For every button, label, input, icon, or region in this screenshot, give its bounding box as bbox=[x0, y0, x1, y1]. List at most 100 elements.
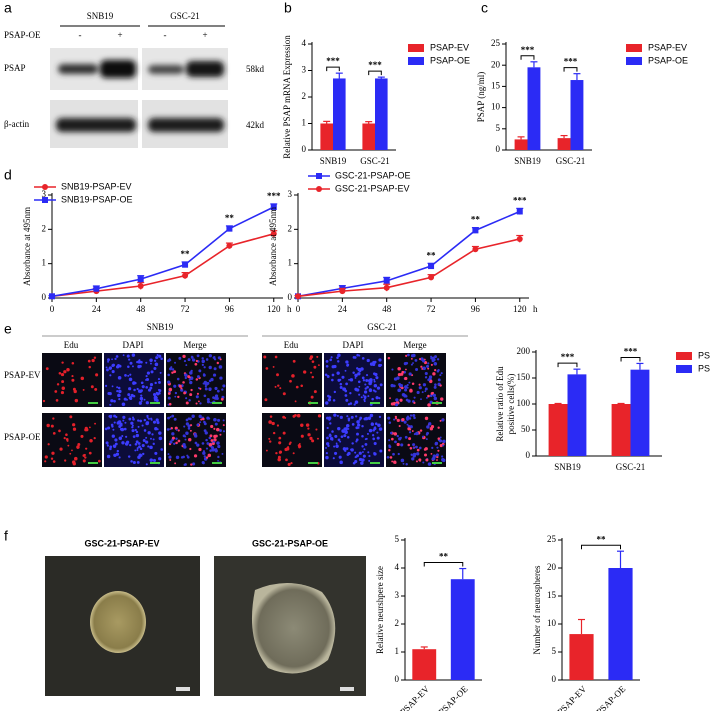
cell bbox=[127, 374, 130, 377]
cell bbox=[145, 401, 149, 405]
cell bbox=[311, 439, 315, 443]
significance-label: *** bbox=[561, 352, 575, 362]
cell bbox=[292, 359, 296, 363]
cell bbox=[72, 427, 77, 431]
cell bbox=[277, 384, 280, 387]
cell bbox=[118, 436, 123, 440]
cell bbox=[214, 396, 218, 400]
cell bbox=[141, 385, 145, 389]
cell bbox=[358, 385, 361, 388]
bar bbox=[450, 579, 475, 680]
x-tick-label: SNB19 bbox=[320, 156, 347, 166]
cell bbox=[128, 417, 132, 421]
cell bbox=[171, 414, 175, 418]
cell bbox=[189, 424, 193, 427]
cell bbox=[137, 442, 141, 445]
bar bbox=[412, 649, 437, 680]
cell bbox=[349, 378, 354, 382]
cell bbox=[367, 395, 370, 398]
cell bbox=[145, 361, 148, 364]
cell bbox=[368, 459, 371, 462]
cell bbox=[420, 398, 422, 401]
cell bbox=[52, 417, 55, 420]
cell bbox=[139, 447, 143, 451]
cell bbox=[369, 413, 374, 418]
cell bbox=[185, 418, 189, 422]
cell bbox=[434, 368, 437, 372]
cell bbox=[354, 451, 357, 454]
cell bbox=[220, 397, 224, 401]
cell bbox=[354, 373, 358, 378]
cell bbox=[335, 442, 338, 445]
cell bbox=[216, 361, 220, 365]
neurosphere bbox=[251, 582, 336, 674]
scale-bar bbox=[88, 402, 98, 404]
cell bbox=[345, 424, 350, 428]
cell bbox=[275, 451, 278, 455]
cell bbox=[167, 453, 170, 456]
cell bbox=[424, 447, 428, 451]
x-tick-label: 96 bbox=[225, 304, 235, 314]
cell bbox=[205, 447, 209, 450]
cell bbox=[208, 443, 213, 447]
cell bbox=[366, 432, 369, 435]
cell bbox=[187, 358, 191, 362]
cell bbox=[177, 429, 180, 432]
cell bbox=[152, 458, 157, 462]
legend-label: SNB19-PSAP-EV bbox=[61, 181, 132, 191]
cell bbox=[361, 424, 364, 428]
cell bbox=[429, 427, 434, 431]
cell bbox=[182, 455, 185, 459]
cell bbox=[327, 398, 332, 402]
cell bbox=[106, 368, 109, 372]
cell bbox=[378, 427, 383, 431]
y-tick-label: 150 bbox=[517, 372, 531, 382]
cell bbox=[155, 418, 159, 422]
cell bbox=[421, 391, 424, 394]
cell bbox=[167, 360, 170, 363]
cell bbox=[339, 440, 342, 443]
cell bbox=[416, 448, 420, 452]
cell bbox=[268, 437, 271, 440]
point bbox=[383, 284, 390, 291]
cell bbox=[374, 390, 377, 393]
cell bbox=[177, 395, 180, 399]
cell bbox=[300, 423, 304, 427]
cell bbox=[182, 443, 186, 447]
cell bbox=[46, 423, 50, 428]
cell bbox=[71, 460, 76, 464]
cell bbox=[367, 451, 370, 454]
x-tick-label: GSC-21 bbox=[616, 462, 646, 472]
y-tick-label: 1 bbox=[302, 118, 307, 128]
cell bbox=[173, 442, 176, 445]
row-label: PSAP-OE bbox=[4, 432, 41, 442]
cell bbox=[341, 375, 345, 379]
cell bbox=[437, 449, 440, 452]
cell bbox=[356, 454, 359, 458]
cell bbox=[149, 362, 152, 365]
cell bbox=[327, 444, 330, 448]
cell bbox=[437, 426, 440, 429]
y-tick-label: 1 bbox=[42, 258, 47, 268]
cell bbox=[342, 387, 346, 391]
cell bbox=[128, 358, 131, 361]
y-tick-label: 50 bbox=[521, 424, 531, 434]
cell bbox=[391, 368, 394, 371]
cell bbox=[213, 438, 217, 442]
cell bbox=[47, 443, 50, 446]
scale-bar bbox=[88, 462, 98, 464]
cell bbox=[336, 356, 339, 360]
cell bbox=[340, 461, 342, 464]
cell bbox=[55, 399, 59, 402]
cell bbox=[51, 451, 55, 455]
cell bbox=[415, 460, 419, 463]
cell bbox=[180, 387, 183, 390]
cell bbox=[208, 365, 212, 370]
cell bbox=[357, 372, 361, 376]
cell bbox=[137, 425, 140, 428]
cell bbox=[287, 462, 291, 467]
cell bbox=[362, 379, 366, 382]
y-tick-label: 100 bbox=[517, 398, 531, 408]
cell bbox=[147, 431, 151, 435]
cell bbox=[360, 367, 364, 371]
